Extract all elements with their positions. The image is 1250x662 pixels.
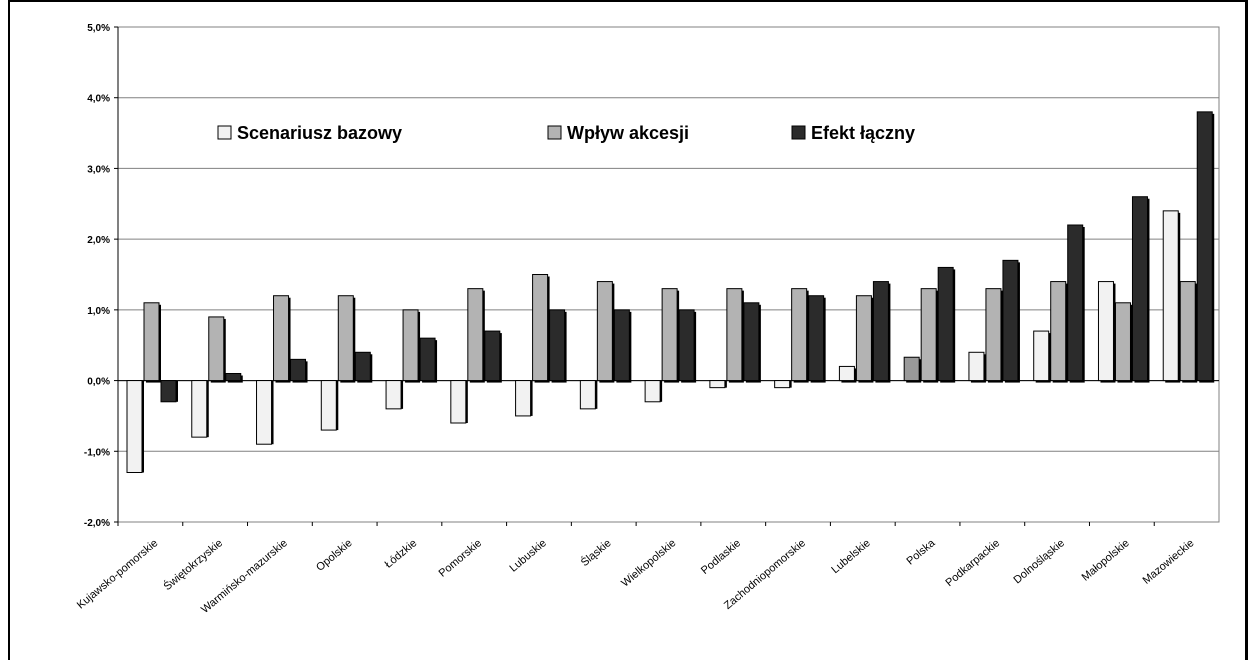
bar (1196, 111, 1213, 382)
bar (320, 380, 337, 431)
bar (549, 309, 566, 382)
x-category-label: Podlaskie (699, 537, 743, 577)
legend-label: Scenariusz bazowy (237, 123, 402, 143)
bar (937, 266, 954, 382)
y-tick-label: -1,0% (84, 447, 110, 458)
bar (1114, 302, 1131, 382)
bar (661, 288, 678, 382)
gridlines (117, 26, 1220, 523)
bar (450, 380, 467, 424)
bar (920, 288, 937, 382)
y-tick-label: 0,0% (87, 377, 110, 388)
y-tick-label: 3,0% (87, 164, 110, 175)
bar (838, 365, 855, 382)
x-category-label: Małopolskie (1080, 537, 1132, 584)
plot-area (117, 26, 1220, 523)
bar (225, 373, 242, 382)
bar (872, 281, 889, 382)
bar (596, 281, 613, 382)
bar (385, 380, 402, 410)
bar (1162, 210, 1179, 382)
x-category-label: Mazowieckie (1141, 537, 1197, 587)
x-category-label: Polska (904, 537, 938, 568)
bar (791, 288, 808, 382)
x-category-label: Podkarpackie (943, 537, 1002, 589)
y-tick-label: -2,0% (84, 518, 110, 529)
y-tick-label: 5,0% (87, 23, 110, 34)
bar (774, 380, 791, 389)
bar (191, 380, 208, 438)
x-category-label: Pomorskie (437, 537, 485, 580)
bar (484, 330, 501, 382)
bar (208, 316, 225, 382)
x-category-label: Łódzkie (383, 537, 420, 571)
bar (985, 288, 1002, 382)
y-tick-label: 2,0% (87, 235, 110, 246)
bar (808, 295, 825, 382)
y-axis: 5,0% 4,0% 3,0% 2,0% 1,0% 0,0% -1,0% -2,0% (84, 23, 119, 529)
bar (1131, 196, 1148, 382)
x-category-label: Śląskie (578, 536, 614, 569)
legend-swatch (791, 125, 806, 140)
bar (1067, 224, 1084, 382)
legend-label: Wpływ akcesji (567, 123, 689, 143)
bar (160, 380, 177, 403)
bar (1033, 330, 1050, 382)
bar (256, 380, 273, 445)
bar (126, 380, 143, 474)
bar (1050, 281, 1067, 382)
y-tick-label: 4,0% (87, 94, 110, 105)
bar (143, 302, 160, 382)
bar (515, 380, 532, 417)
bar (419, 337, 436, 382)
bar (1179, 281, 1196, 382)
bar (613, 309, 630, 382)
bar (337, 295, 354, 382)
bar (402, 309, 419, 382)
x-category-label: Wielkopolskie (619, 537, 678, 589)
x-category-label: Lubuskie (507, 537, 548, 575)
bar (903, 356, 920, 382)
x-category-label: Opolskie (314, 537, 354, 574)
legend-label: Efekt łączny (811, 123, 915, 143)
legend-swatch (217, 125, 232, 140)
chart-frame (8, 0, 1248, 660)
bar (532, 274, 549, 382)
bar (678, 309, 695, 382)
bar (579, 380, 596, 410)
legend-swatch (547, 125, 562, 140)
x-category-label: Lubelskie (829, 537, 872, 576)
y-tick-label: 1,0% (87, 306, 110, 317)
bar (644, 380, 661, 403)
x-category-label: Świętokrzyskie (161, 536, 225, 593)
legend: Scenariusz bazowy Wpływ akcesji Efekt łącz… (217, 123, 915, 143)
bar (273, 295, 290, 382)
bar (1002, 259, 1019, 382)
bars (126, 111, 1215, 474)
bar (1097, 281, 1114, 382)
bar (290, 358, 307, 382)
bar (354, 351, 371, 382)
x-category-label: Kujawsko-pomorskie (75, 537, 160, 611)
bar (743, 302, 760, 382)
bar (467, 288, 484, 382)
bar (709, 380, 726, 389)
x-category-label: Dolnośląskie (1012, 537, 1067, 586)
bar (968, 351, 985, 382)
bar (855, 295, 872, 382)
x-axis: Kujawsko-pomorskie ŚwiętokrzyskieWarmińsk… (75, 522, 1197, 616)
bar (726, 288, 743, 382)
